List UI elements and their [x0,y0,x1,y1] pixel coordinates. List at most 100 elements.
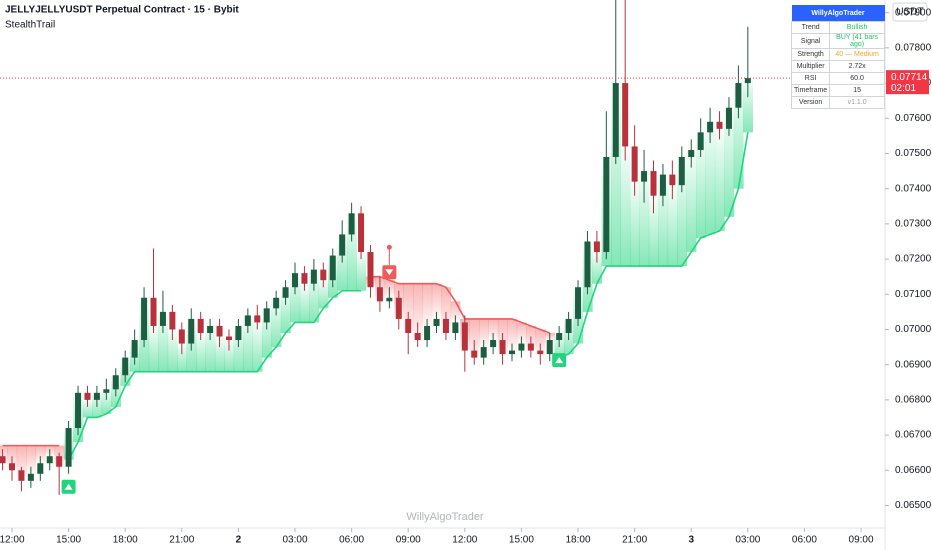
candle-body [405,318,412,333]
candle-body [207,325,214,333]
trail-fill [724,107,735,217]
candle-body [575,287,582,319]
candle-body [244,315,251,326]
candle-body [320,269,327,281]
candle-body [735,83,742,108]
sell-dot [386,244,392,250]
trail-fill [450,301,461,323]
candle-body [659,174,666,196]
candle-body [225,336,232,341]
trail-fill [261,308,272,358]
trail-fill [82,399,93,418]
y-tick-label: 0.07400 [895,183,932,194]
trail-fill [356,252,367,291]
x-tick-label: 15:00 [509,535,534,546]
y-tick-label: 0.07200 [895,254,932,265]
trail-fill [441,287,452,333]
candle-body [0,456,6,464]
y-tick-label: 0.07500 [895,148,932,159]
trail-fill [224,340,235,372]
trail-fill [35,445,46,464]
candle-body [367,252,374,288]
x-tick-label: 03:00 [735,535,760,546]
candle-body [603,156,610,253]
candle-body [537,350,544,355]
trail-fill [318,280,329,309]
table-key: Strength [790,48,831,61]
table-row: Trend Bullish [790,21,885,34]
candle-body [725,107,732,129]
sell-arrow [385,269,394,276]
trail-fill [677,156,688,267]
candle-body [376,287,383,302]
trail-fill [148,325,159,372]
candle-body [433,318,440,326]
watermark: WillyAlgoTrader [406,511,484,523]
y-tick-label: 0.06700 [895,430,932,441]
candle-body [518,343,525,351]
last-price-box [886,70,929,95]
candle-body [273,297,280,309]
y-tick-label: 0.07800 [895,43,932,54]
candle-body [641,171,648,182]
y-tick-label: 0.06500 [895,500,932,511]
chart-title: JELLYJELLYUSDT Perpetual Contract · 15 ·… [5,5,239,16]
y-tick-label: 0.07600 [895,113,932,124]
trail-fill [686,149,697,253]
candle-body [480,347,487,358]
candle-body [122,357,129,376]
y-tick-label: 0.07900 [895,7,932,18]
candle-body [65,428,72,467]
buy-arrow [555,357,564,364]
x-tick-label: 03:00 [282,535,307,546]
trail-fill [695,132,706,238]
table-value: 40 — Medium [829,48,885,61]
candle-body [348,213,355,235]
y-tick-label: 0.07100 [895,289,932,300]
trail-fill [214,336,225,372]
trail-fill [592,252,603,284]
x-tick-label: 18:00 [113,535,138,546]
candle-body [282,287,289,298]
trail-fill [629,181,640,267]
trail-fill [233,325,244,372]
candle-body [18,470,25,481]
trail-fill [469,318,480,358]
buy-arrow [64,483,73,490]
table-row: Multiplier 2.72x [790,60,885,73]
table-value: BUY (41 bars ago) [829,33,885,49]
x-tick-label: 15:00 [56,535,81,546]
trail-fill [412,283,423,341]
table-value: 60.0 [829,72,885,85]
trail-fill [0,445,8,464]
trail-fill [290,273,301,323]
trail-fill [422,283,433,326]
candle-body [358,213,365,253]
table-row: WillyAlgoTrader [791,5,885,22]
table-value: 15 [829,84,885,97]
candle-body [235,325,242,341]
candle-body [197,318,204,333]
candle-body [46,456,53,464]
trail-fill [667,185,678,267]
candle-body [93,392,100,400]
x-tick-label: 3 [688,535,694,546]
table-key: RSI [790,72,831,85]
trail-fill [280,287,291,333]
candle-body [292,273,299,288]
table-key: Multiplier [790,60,831,73]
trail-fill [705,121,716,235]
candle-body [150,297,157,326]
candle-body [442,318,449,333]
currency[interactable]: USDT [896,7,923,18]
trail-fill [658,174,669,267]
currency-box[interactable] [892,2,928,22]
table-value: 2.72x [829,60,885,73]
table-key: Timeframe [790,84,831,97]
candle-body [263,308,270,323]
candle-body [37,463,44,474]
trail-fill [195,332,206,372]
candle-body [141,297,148,341]
candle-body [131,340,138,358]
trail-fill [639,171,650,267]
